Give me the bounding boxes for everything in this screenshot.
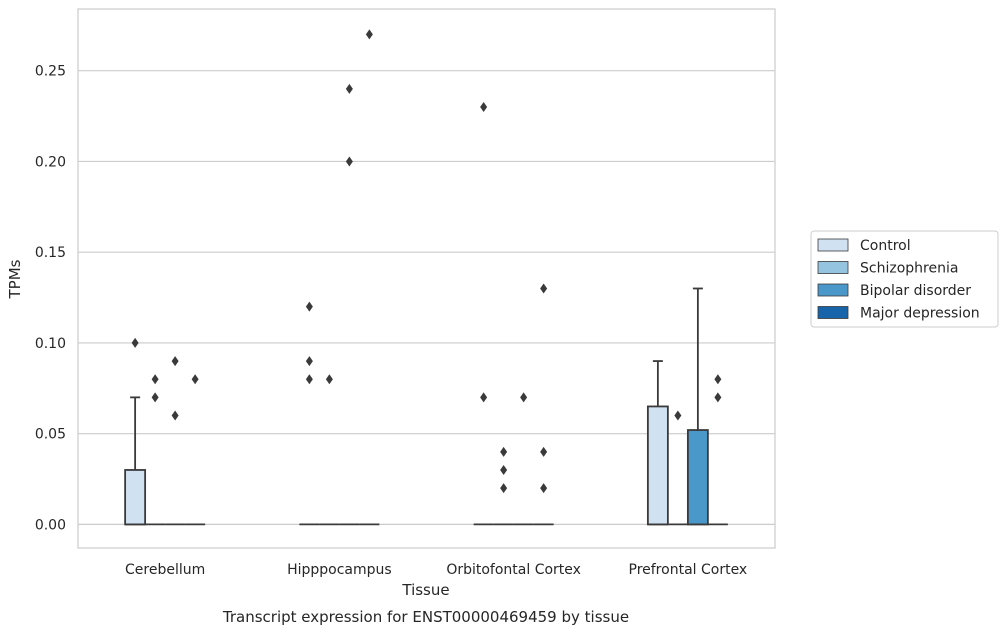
legend-label: Schizophrenia bbox=[860, 261, 958, 277]
outliers bbox=[131, 29, 722, 494]
x-tick-labels: Cerebellum Hipppocampus Orbitofontal Corte… bbox=[125, 562, 747, 578]
legend-swatch bbox=[817, 306, 849, 319]
legend-swatch bbox=[817, 261, 849, 274]
y-tick-label: 0.25 bbox=[35, 64, 66, 80]
y-tick-labels: 0.00 0.05 0.10 0.15 0.20 0.25 bbox=[35, 64, 66, 534]
y-tick-label: 0.05 bbox=[35, 427, 66, 443]
outlier-point bbox=[305, 356, 313, 367]
outlier-point bbox=[305, 301, 313, 312]
box-body bbox=[686, 429, 709, 526]
y-axis-label: TPMs bbox=[6, 259, 24, 299]
outlier-point bbox=[345, 83, 353, 94]
outlier-point bbox=[500, 464, 508, 475]
grid-lines bbox=[78, 70, 775, 526]
plot-area-frame bbox=[77, 8, 776, 549]
chart-caption: Transcript expression for ENST0000046945… bbox=[222, 608, 629, 626]
outlier-point bbox=[540, 483, 548, 494]
legend-label: Bipolar disorder bbox=[860, 283, 971, 299]
x-tick-label: Cerebellum bbox=[125, 562, 205, 578]
outlier-point bbox=[191, 374, 199, 385]
legend-swatch bbox=[817, 283, 849, 297]
outlier-point bbox=[151, 374, 159, 385]
box-body bbox=[646, 405, 669, 526]
outlier-point bbox=[325, 374, 333, 385]
y-tick-label: 0.20 bbox=[35, 154, 66, 170]
outlier-point bbox=[500, 483, 508, 494]
outlier-point bbox=[480, 102, 488, 112]
outlier-point bbox=[151, 392, 159, 403]
legend: Control Schizophrenia Bipolar disorder Majo… bbox=[810, 230, 999, 328]
outlier-point bbox=[540, 446, 548, 457]
outlier-point bbox=[480, 392, 488, 403]
y-tick-label: 0.15 bbox=[35, 245, 66, 261]
x-tick-label: Orbitofontal Cortex bbox=[446, 562, 581, 578]
y-tick-label: 0.00 bbox=[35, 517, 66, 533]
outlier-point bbox=[540, 283, 548, 294]
outlier-point bbox=[520, 392, 528, 403]
outlier-point bbox=[171, 356, 179, 367]
box-body bbox=[124, 469, 147, 526]
outlier-point bbox=[365, 29, 373, 40]
outlier-point bbox=[171, 410, 179, 421]
box-plots bbox=[124, 287, 728, 526]
legend-frame bbox=[810, 230, 999, 328]
outlier-point bbox=[714, 374, 722, 385]
legend-label: Control bbox=[860, 238, 911, 254]
y-tick-label: 0.10 bbox=[35, 336, 66, 352]
box-0-0 bbox=[124, 396, 147, 526]
outlier-point bbox=[345, 156, 353, 167]
outlier-point bbox=[131, 337, 139, 348]
x-tick-label: Prefrontal Cortex bbox=[629, 562, 748, 578]
legend-swatch bbox=[817, 238, 849, 252]
outlier-point bbox=[674, 410, 682, 421]
x-tick-label: Hipppocampus bbox=[287, 562, 392, 578]
x-axis-label: Tissue bbox=[401, 581, 449, 599]
outlier-point bbox=[714, 392, 722, 403]
legend-label: Major depression bbox=[860, 306, 980, 322]
box-0-3 bbox=[646, 360, 669, 526]
outlier-point bbox=[305, 374, 313, 385]
box-2-3 bbox=[686, 287, 709, 526]
outlier-point bbox=[500, 446, 508, 457]
